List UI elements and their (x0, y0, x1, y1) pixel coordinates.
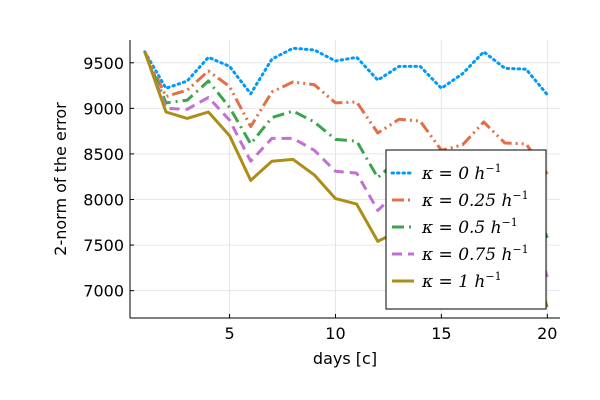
y-tick-label: 7000 (83, 282, 124, 301)
x-tick-label: 5 (224, 324, 234, 343)
y-axis-title: 2-norm of the error (51, 102, 70, 256)
series-line-0 (143, 46, 549, 97)
y-tick-label: 8000 (83, 191, 124, 210)
ticks: 5 10 15 20 7000 7500 8000 8500 9000 9500 (83, 54, 557, 343)
y-tick-label: 9500 (83, 54, 124, 73)
legend: κ = 0 h−1 κ = 0.25 h−1 κ = 0.5 h−1 κ = 0.75… (385, 149, 547, 310)
y-tick-label: 8500 (83, 145, 124, 164)
x-axis-title: days [c] (313, 349, 377, 368)
legend-label-4: κ = 1 h−1 (421, 270, 502, 292)
y-tick-label: 9000 (83, 99, 124, 118)
x-tick-label: 10 (325, 324, 345, 343)
x-tick-label: 20 (537, 324, 557, 343)
legend-label-2: κ = 0.5 h−1 (421, 216, 518, 238)
y-tick-label: 7500 (83, 236, 124, 255)
x-tick-label: 15 (431, 324, 451, 343)
legend-label-3: κ = 0.75 h−1 (421, 243, 529, 265)
legend-label-0: κ = 0 h−1 (421, 162, 502, 184)
legend-label-1: κ = 0.25 h−1 (421, 189, 529, 211)
axes (129, 40, 560, 319)
